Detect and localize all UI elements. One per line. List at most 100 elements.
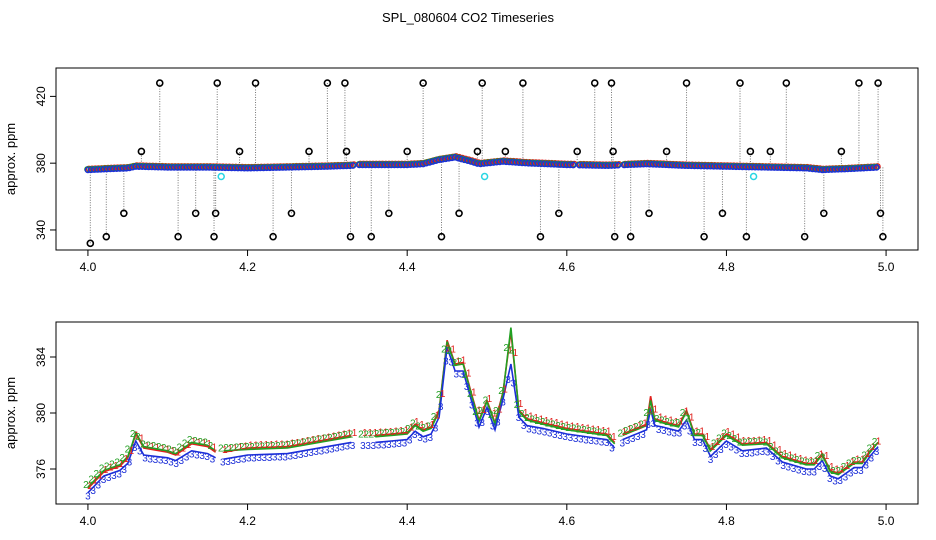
baseline-point-blue (525, 159, 532, 167)
baseline-point-blue (656, 161, 663, 168)
series-1-point: 1 (782, 449, 788, 460)
series-3-point: 3 (568, 433, 574, 444)
series-1-point: 1 (554, 418, 560, 429)
series-1-point: 1 (269, 440, 275, 451)
series-1-point: 1 (430, 420, 436, 431)
baseline-point-blue (534, 160, 542, 167)
spike-point (269, 232, 277, 241)
series-3-point: 3 (542, 427, 548, 438)
cyan-outlier-point (217, 172, 225, 181)
series-3-point: 3 (796, 465, 802, 476)
baseline-point-blue (231, 164, 239, 172)
series-3-point: 3 (225, 457, 231, 468)
baseline-point-blue (675, 161, 682, 169)
series-3-point: 3 (780, 461, 786, 472)
series-3-point: 3 (137, 447, 143, 458)
bottom-ytick-label: 384 (34, 347, 48, 367)
series-3-point: 3 (625, 436, 631, 447)
series-1-point: 1 (549, 417, 555, 428)
bottom-y-axis: 376 380 384 (34, 347, 56, 479)
series-3-point: 3 (692, 438, 698, 449)
series-3-point: 3 (158, 456, 164, 467)
series-1-point: 1 (772, 441, 778, 452)
series-2-point: 2 (109, 460, 115, 471)
series-2-point: 2 (607, 434, 613, 445)
series-2-point: 2 (493, 406, 499, 417)
baseline-point-blue (668, 161, 676, 169)
baseline-point-blue (748, 163, 756, 171)
series-3-point: 3 (90, 486, 96, 497)
series-3-point: 3 (485, 407, 491, 418)
series-3-point: 3 (557, 431, 563, 442)
baseline-point-blue (818, 166, 826, 174)
series-2-point: 2 (519, 409, 525, 420)
series-2-point: 2 (737, 437, 743, 448)
series-1-point: 1 (601, 426, 607, 437)
series-1-point: 1 (492, 409, 498, 420)
series-2-point: 2 (628, 424, 634, 435)
spike-point (419, 79, 427, 87)
series-1-point: 1 (419, 420, 425, 431)
series-1-point: 1 (476, 406, 482, 417)
baseline-point-blue (320, 163, 328, 170)
top-plot-area (84, 79, 887, 248)
baseline-point-blue (700, 162, 708, 170)
series-2-point: 2 (291, 439, 297, 450)
chart-title: SPL_080604 CO2 Timeseries (382, 10, 554, 25)
series-3-point: 3 (391, 439, 397, 450)
series-1-point: 1 (305, 436, 311, 447)
series-2-point: 2 (654, 414, 660, 425)
series-3-point: 3 (703, 444, 709, 455)
series-1-point: 1 (803, 455, 809, 466)
series-3-point: 3 (843, 472, 849, 483)
series-3-point: 3 (588, 436, 594, 447)
series-2-point: 2 (659, 416, 665, 427)
series-1-point: 1 (694, 427, 700, 438)
series-2-point: 2 (586, 426, 592, 437)
series-1-point: 1 (564, 421, 570, 432)
baseline-point-blue (394, 161, 401, 169)
baseline-point-blue (684, 162, 692, 170)
spike-point (837, 147, 846, 156)
series-3-point: 3 (220, 458, 226, 469)
baseline-point-blue (512, 159, 520, 166)
series-1-point: 1 (191, 436, 197, 447)
baseline-point-blue (742, 163, 749, 171)
series-1-point: 1 (627, 425, 633, 436)
series-2-point: 2 (239, 442, 245, 453)
baseline-point-blue (193, 163, 200, 171)
baseline-point-blue (215, 164, 223, 171)
baseline-point-blue (557, 161, 564, 168)
series-2-point: 2 (343, 430, 349, 441)
baseline-point-blue (263, 164, 271, 172)
series-3-point: 3 (407, 436, 413, 447)
series-1-point: 1 (212, 443, 218, 454)
series-3-point: 3 (671, 429, 677, 440)
spike-point (305, 147, 313, 156)
series-1-point: 1 (232, 443, 238, 454)
baseline-point-blue (703, 162, 711, 170)
series-2-point: 2 (426, 421, 432, 432)
series-2-point: 2 (88, 474, 94, 485)
baseline-point-blue (502, 158, 510, 166)
series-3-point: 3 (521, 421, 527, 432)
baseline-point-blue (410, 161, 417, 168)
baseline-point-blue (697, 162, 705, 170)
series-3-point: 3 (360, 441, 366, 452)
series-1-point: 1 (315, 434, 321, 445)
baseline-point-blue (387, 161, 395, 169)
baseline-point-blue (857, 164, 864, 172)
series-2-point: 2 (218, 443, 224, 454)
spike-point (211, 209, 220, 218)
spike-point (191, 209, 200, 218)
series-2-point: 2 (664, 417, 670, 428)
series-2-point: 2 (431, 412, 437, 423)
series-1-point: 1 (845, 461, 851, 472)
series-2-point: 2 (311, 436, 317, 447)
series-1-point: 1 (155, 443, 161, 454)
series-1-point: 1 (326, 432, 332, 443)
baseline-point-blue (228, 164, 235, 172)
baseline-point-blue (579, 161, 587, 169)
baseline-point-blue (100, 165, 108, 173)
spike-point (736, 79, 744, 87)
